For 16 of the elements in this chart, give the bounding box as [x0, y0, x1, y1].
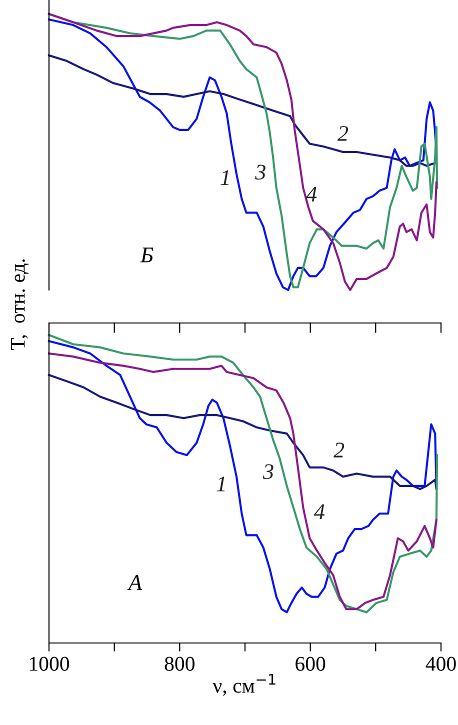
- x-tick-label: 1000: [30, 656, 70, 671]
- series-label: 3: [262, 464, 274, 480]
- series-label: 1: [220, 170, 229, 185]
- series-label: 3: [255, 164, 266, 180]
- series-label: 2: [334, 442, 344, 458]
- series-label: 4: [306, 186, 317, 202]
- x-tick-label: 600: [296, 656, 326, 671]
- x-tick-label: 400: [426, 656, 456, 671]
- annotation: А: [127, 575, 142, 590]
- series-label: 2: [337, 126, 348, 141]
- y-axis-title: T, отн. ед.: [10, 259, 29, 350]
- series-label: 4: [314, 504, 325, 519]
- x-tick-label: 800: [164, 656, 194, 671]
- series-label: 1: [216, 476, 225, 492]
- annotation: Б: [140, 248, 154, 262]
- x-axis-title: ν, см$^{−1}$: [212, 674, 276, 696]
